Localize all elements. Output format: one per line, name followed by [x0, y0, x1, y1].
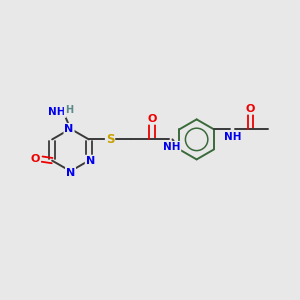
Text: O: O — [245, 104, 255, 114]
Text: NH: NH — [48, 107, 66, 117]
Text: NH: NH — [163, 142, 180, 152]
Text: H: H — [65, 105, 73, 115]
Text: N: N — [64, 124, 74, 134]
Text: O: O — [31, 154, 40, 164]
Text: O: O — [147, 114, 157, 124]
Text: N: N — [86, 156, 95, 166]
Text: S: S — [106, 133, 114, 146]
Text: N: N — [66, 168, 75, 178]
Text: NH: NH — [224, 132, 241, 142]
